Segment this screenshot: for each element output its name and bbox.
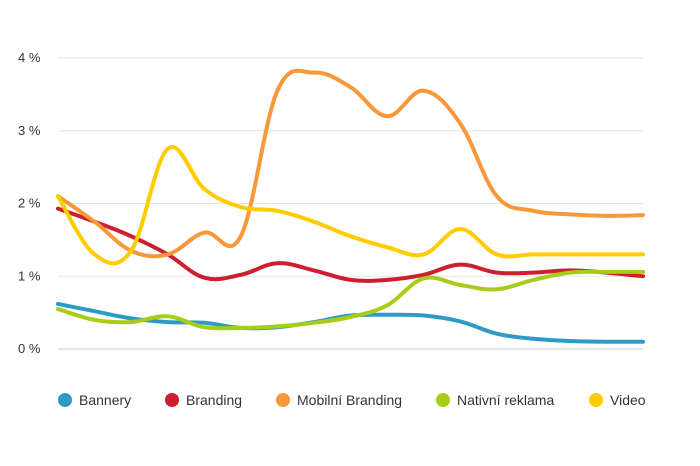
legend-swatch (589, 393, 603, 407)
legend-swatch (276, 393, 290, 407)
legend-label: Bannery (79, 392, 131, 408)
legend-item[interactable]: Nativní reklama (436, 392, 554, 408)
legend-swatch (165, 393, 179, 407)
legend-item[interactable]: Bannery (58, 392, 131, 408)
y-tick-label: 2 % (18, 196, 41, 211)
legend-label: Mobilní Branding (297, 392, 402, 408)
series-line-bannery (56, 301, 645, 344)
y-tick-label: 4 % (18, 50, 41, 65)
y-axis-ticks: 0 % 1 % 2 % 3 % 4 % (18, 50, 41, 356)
series-lines (56, 68, 645, 344)
series-line-branding (56, 206, 645, 283)
series-line-video (56, 145, 645, 266)
y-tick-label: 3 % (18, 123, 41, 138)
legend-swatch (58, 393, 72, 407)
legend-label: Video (610, 392, 646, 408)
legend-label: Nativní reklama (457, 392, 554, 408)
legend-label: Branding (186, 392, 242, 408)
legend-item[interactable]: Branding (165, 392, 242, 408)
y-tick-label: 0 % (18, 341, 41, 356)
series-line-nativn-reklama (56, 269, 645, 331)
legend: Bannery Branding Mobilní Branding Nativní r… (58, 392, 646, 408)
legend-swatch (436, 393, 450, 407)
legend-item[interactable]: Mobilní Branding (276, 392, 402, 408)
legend-item[interactable]: Video (589, 392, 646, 408)
y-tick-label: 1 % (18, 268, 41, 283)
series-line-mobiln-branding (56, 68, 645, 259)
